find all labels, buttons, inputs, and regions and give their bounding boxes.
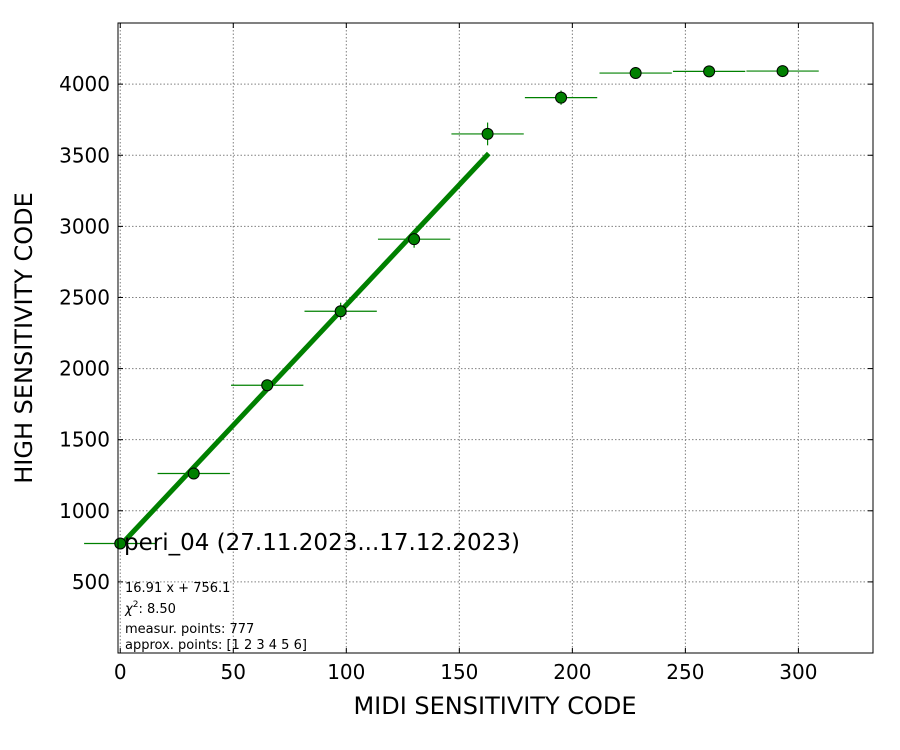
x-tick-label: 300 [779, 660, 817, 684]
ticks [118, 23, 873, 653]
fit-line [118, 151, 491, 548]
approx-points-text: approx. points: [1 2 3 4 5 6] [125, 638, 307, 653]
x-tick-label: 100 [327, 660, 365, 684]
dataset-label: peri_04 (27.11.2023...17.12.2023) [124, 530, 520, 556]
y-tick-label: 1500 [59, 428, 110, 452]
fit-equation: 16.91 x + 756.1 [125, 581, 230, 596]
plot-frame [117, 22, 874, 654]
chi2-value: : 8.50 [138, 602, 175, 617]
x-tick-label: 250 [666, 660, 704, 684]
y-tick-label: 4000 [59, 72, 110, 96]
x-tick-label: 0 [114, 660, 127, 684]
y-tick-label: 3000 [59, 214, 110, 238]
data-point [555, 91, 568, 104]
y-tick-label: 2500 [59, 285, 110, 309]
data-point [776, 65, 789, 78]
data-point [187, 467, 200, 480]
fit-layer [118, 151, 491, 548]
y-tick-label: 2000 [59, 357, 110, 381]
plot-background [118, 23, 873, 653]
tick-labels: 0 50 100 150 200 250 300 500 1000 1500 2000 2500 300… [59, 72, 817, 684]
y-tick-label: 3500 [59, 143, 110, 167]
x-tick-label: 200 [553, 660, 591, 684]
measur-points-text: measur. points: 777 [125, 622, 254, 637]
grid [118, 23, 873, 653]
data-point [334, 305, 347, 318]
chi2-text: χ2: 8.50 [124, 600, 176, 617]
chi2-symbol: χ [124, 602, 134, 617]
y-tick-label: 500 [72, 570, 110, 594]
data-point [408, 233, 421, 246]
data-point [481, 127, 494, 140]
x-tick-label: 50 [221, 660, 246, 684]
chi2-sup: 2 [133, 600, 139, 610]
data-point [629, 67, 642, 80]
y-tick-label: 1000 [59, 499, 110, 523]
y-axis-label: HIGH SENSITIVITY CODE [10, 192, 38, 484]
data-point [261, 379, 274, 392]
x-axis-label: MIDI SENSITIVITY CODE [353, 692, 636, 720]
x-tick-label: 150 [440, 660, 478, 684]
data-point [703, 65, 716, 78]
